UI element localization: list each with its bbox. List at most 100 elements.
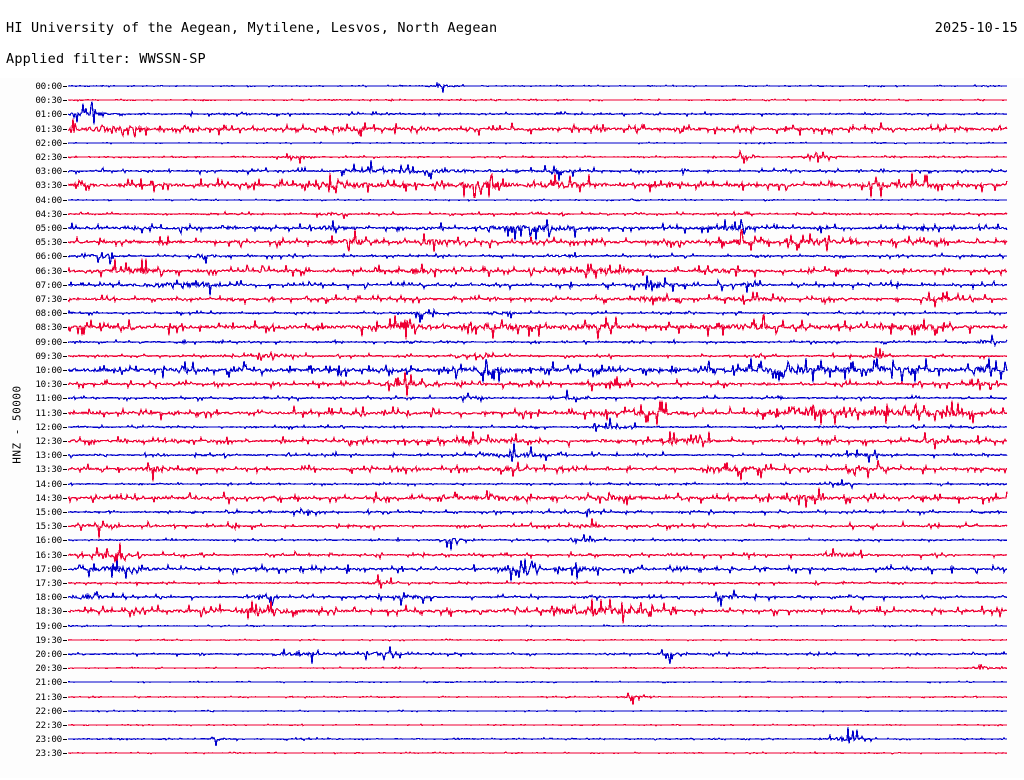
row-tick-mark xyxy=(63,157,67,158)
row-time-label: 06:30 xyxy=(35,265,62,277)
seismic-trace xyxy=(68,723,1008,727)
row-time-label: 05:00 xyxy=(35,223,62,234)
row-tick-mark xyxy=(63,540,67,542)
row-time-label: 03:00 xyxy=(35,166,62,178)
seismic-trace xyxy=(68,534,1008,551)
row-tick-mark xyxy=(63,426,67,428)
row-tick-mark xyxy=(63,355,67,357)
row-time-label: 18:30 xyxy=(35,606,62,618)
row-tick-mark xyxy=(63,370,67,371)
seismic-trace xyxy=(68,101,1008,125)
row-tick-mark xyxy=(63,100,67,102)
row-tick-mark xyxy=(63,583,67,584)
row-time-label: 21:30 xyxy=(35,691,62,703)
row-time-label: 03:30 xyxy=(35,180,62,192)
seismic-trace xyxy=(68,400,1008,426)
row-time-label: 22:30 xyxy=(35,720,62,731)
row-tick-mark xyxy=(63,682,67,684)
seismic-trace xyxy=(68,487,1008,508)
row-time-label: 04:30 xyxy=(35,208,62,220)
seismic-trace xyxy=(68,598,1008,624)
row-time-label: 11:30 xyxy=(35,407,62,419)
row-tick-mark xyxy=(63,639,67,641)
row-time-label: 14:30 xyxy=(35,492,62,504)
seismic-trace xyxy=(68,663,1008,671)
record-date: 2025-10-15 xyxy=(934,20,1018,36)
row-tick-mark xyxy=(63,725,67,726)
seismic-trace xyxy=(68,389,1008,404)
row-tick-mark xyxy=(63,327,67,329)
row-time-label: 02:00 xyxy=(35,137,62,149)
row-tick-mark xyxy=(63,625,67,627)
row-time-label: 20:00 xyxy=(35,649,62,660)
row-tick-mark xyxy=(63,228,67,229)
row-time-label: 04:00 xyxy=(35,194,62,206)
row-tick-mark xyxy=(63,654,67,655)
row-time-label: 02:30 xyxy=(35,152,62,163)
seismic-trace xyxy=(68,589,1008,608)
row-tick-mark xyxy=(63,696,67,698)
row-tick-mark xyxy=(63,412,67,414)
row-tick-mark xyxy=(63,114,67,116)
page-title: HI University of the Aegean, Mytilene, L… xyxy=(6,20,498,36)
row-tick-mark xyxy=(63,668,67,670)
seismic-trace xyxy=(68,160,1008,182)
row-time-label: 09:00 xyxy=(35,336,62,348)
seismic-trace xyxy=(68,558,1008,582)
row-tick-mark xyxy=(63,469,67,471)
seismic-trace xyxy=(68,346,1008,362)
seismic-trace xyxy=(68,357,1008,383)
row-time-label: 09:30 xyxy=(35,350,62,362)
row-tick-mark xyxy=(63,171,67,173)
row-time-label: 13:30 xyxy=(35,464,62,476)
row-tick-mark xyxy=(63,299,67,300)
seismic-trace xyxy=(68,542,1008,563)
row-time-label: 15:00 xyxy=(35,507,62,518)
row-tick-mark xyxy=(63,213,67,215)
seismic-trace xyxy=(68,291,1008,308)
row-time-label: 10:30 xyxy=(35,379,62,391)
row-tick-mark xyxy=(63,128,67,130)
row-time-label: 05:30 xyxy=(35,237,62,249)
row-tick-mark xyxy=(63,313,67,315)
row-time-label: 20:30 xyxy=(35,663,62,675)
seismic-trace xyxy=(68,417,1008,432)
seismic-trace xyxy=(68,148,1008,165)
row-tick-mark xyxy=(63,568,67,570)
row-time-label: 16:00 xyxy=(35,535,62,547)
seismic-trace xyxy=(68,727,1008,747)
row-tick-mark xyxy=(63,284,67,286)
seismic-trace xyxy=(68,623,1008,628)
row-time-label: 19:30 xyxy=(35,634,62,646)
row-tick-mark xyxy=(63,242,67,244)
row-time-label: 07:00 xyxy=(35,279,62,291)
row-tick-mark xyxy=(63,554,67,556)
row-time-label: 21:00 xyxy=(35,677,62,689)
seismic-trace xyxy=(68,518,1008,539)
row-time-label: 15:30 xyxy=(35,521,62,533)
row-time-label: 13:00 xyxy=(35,450,62,462)
row-tick-mark xyxy=(63,739,67,741)
row-tick-mark xyxy=(63,270,67,272)
seismic-trace xyxy=(68,229,1008,253)
row-tick-mark xyxy=(63,597,67,599)
seismic-trace xyxy=(68,573,1008,589)
row-time-label: 23:30 xyxy=(35,748,62,760)
seismic-trace xyxy=(68,141,1008,145)
row-tick-mark xyxy=(63,526,67,528)
seismic-trace xyxy=(68,98,1008,103)
seismic-trace xyxy=(68,680,1008,685)
row-tick-mark xyxy=(63,384,67,386)
helicorder-plot: HNZ - 50000 00:00 00:30 01:00 01:30 02:00 02:… xyxy=(0,78,1024,778)
row-time-label: 17:00 xyxy=(35,563,62,575)
row-time-label: 06:00 xyxy=(35,251,62,263)
seismic-trace xyxy=(68,692,1008,705)
row-time-label: 10:00 xyxy=(35,365,62,376)
row-time-label: 08:00 xyxy=(35,308,62,320)
row-tick-mark xyxy=(63,497,67,499)
row-time-label: 23:00 xyxy=(35,734,62,746)
seismic-trace xyxy=(68,478,1008,490)
seismic-trace xyxy=(68,460,1008,482)
seismic-trace xyxy=(68,637,1008,642)
row-time-label: 00:30 xyxy=(35,95,62,107)
